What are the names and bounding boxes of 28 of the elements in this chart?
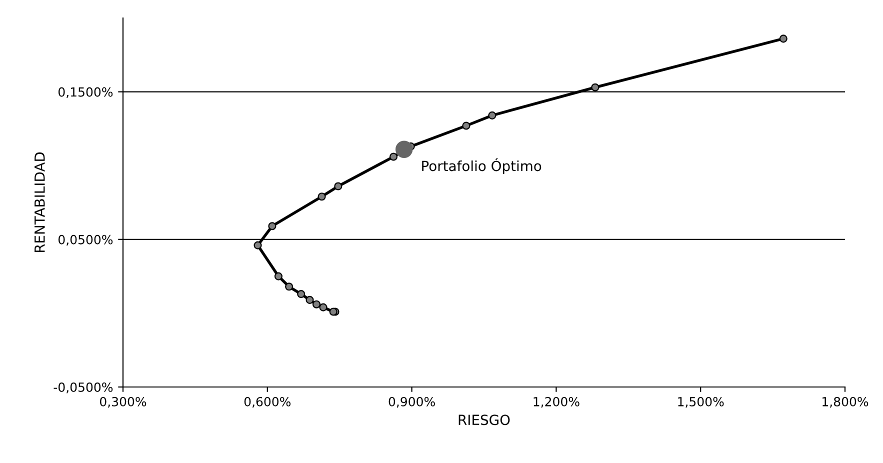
point [319,303,328,312]
y-tick-label: 0,0500% [58,234,113,246]
point [306,296,314,304]
x-tick-label: 0,300% [100,396,146,408]
point [395,140,413,158]
point [297,290,306,298]
point [462,122,470,130]
point [488,111,496,120]
point [254,241,262,250]
x-axis-title: RIESGO [458,414,510,426]
point [779,34,788,43]
point [285,282,294,291]
x-tick-label: 0,600% [244,396,291,408]
point [268,222,276,230]
x-tick-label: 0,900% [388,396,435,408]
y-tick-label: -0,0500% [54,382,113,394]
point [318,192,326,201]
x-tick-label: 1,200% [534,396,580,408]
point [312,300,321,308]
point [334,182,342,190]
y-axis-title: RENTABILIDAD [34,152,45,252]
x-tick-label: 1,500% [678,396,724,408]
annotation: Portafolio Óptimo [422,158,542,174]
point [274,272,282,280]
y-tick-label: 0,1500% [58,87,113,98]
x-tick-label: 1,800% [822,396,868,408]
point [389,152,398,161]
point [591,83,600,92]
